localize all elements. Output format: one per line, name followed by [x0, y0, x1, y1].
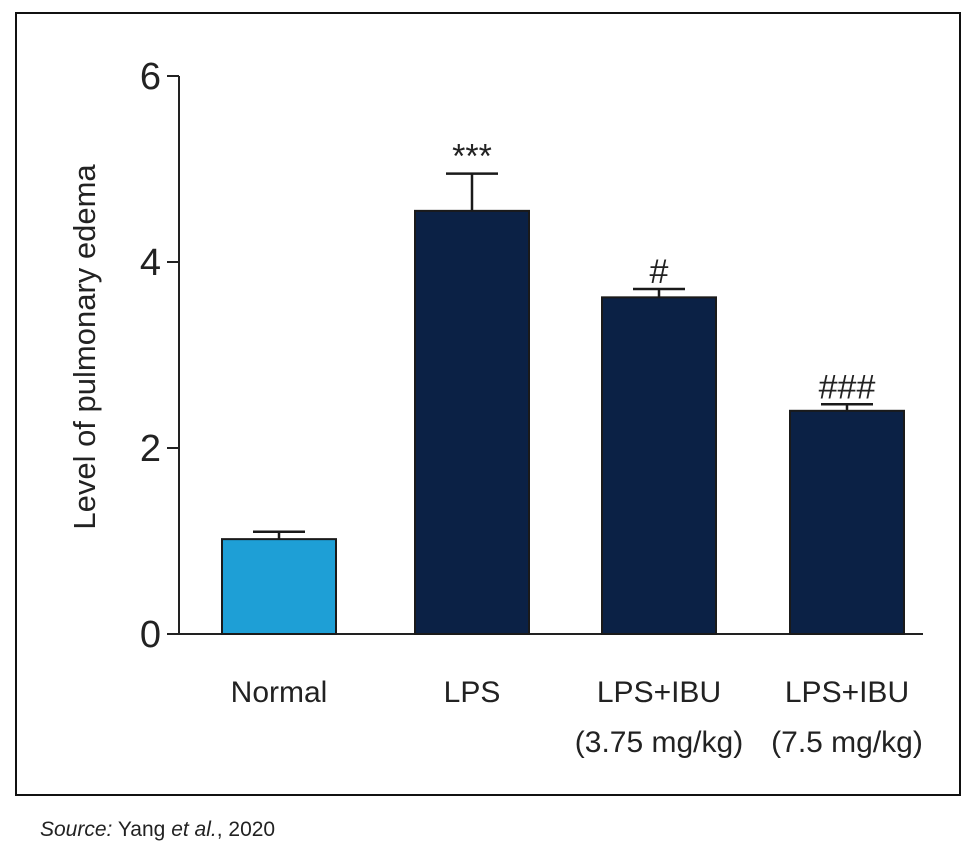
- y-tick-label-2: 4: [140, 242, 161, 284]
- chart-frame: 0 2 4 6 Normal *** LPS # LPS+IBU (3.75 mg/kg) ### L…: [15, 12, 961, 796]
- category-label-1: LPS: [444, 676, 501, 709]
- significance-label-3: ###: [819, 368, 876, 406]
- category-label-0: Normal: [231, 676, 328, 709]
- category-label-2: LPS+IBU: [597, 676, 721, 709]
- bar-3: [789, 409, 905, 635]
- bar-0: [221, 538, 337, 636]
- y-tick-label-0: 0: [140, 614, 161, 656]
- bar-2: [601, 296, 717, 635]
- source-caption: Source: Yang et al., 2020: [40, 818, 275, 842]
- y-tick-label-1: 2: [140, 428, 161, 470]
- y-axis-title: Level of pulmonary edema: [67, 164, 102, 530]
- labels: 0 2 4 6 Normal *** LPS # LPS+IBU (3.75 mg/kg) ### L…: [140, 56, 923, 759]
- bar-1: [414, 209, 530, 635]
- category-sublabel-2: (3.75 mg/kg): [575, 726, 743, 759]
- source-authors: Yang: [117, 818, 166, 841]
- bar-chart: 0 2 4 6 Normal *** LPS # LPS+IBU (3.75 mg/kg) ### L…: [67, 56, 923, 759]
- category-label-3: LPS+IBU: [785, 676, 909, 709]
- source-etal: et al.: [171, 818, 217, 841]
- source-year: , 2020: [216, 818, 276, 841]
- y-tick-label-3: 6: [140, 56, 161, 98]
- significance-label-1: ***: [452, 138, 492, 176]
- category-sublabel-3: (7.5 mg/kg): [771, 726, 923, 759]
- bars: [221, 172, 905, 636]
- significance-label-2: #: [650, 253, 669, 291]
- source-lead: Source:: [40, 818, 113, 841]
